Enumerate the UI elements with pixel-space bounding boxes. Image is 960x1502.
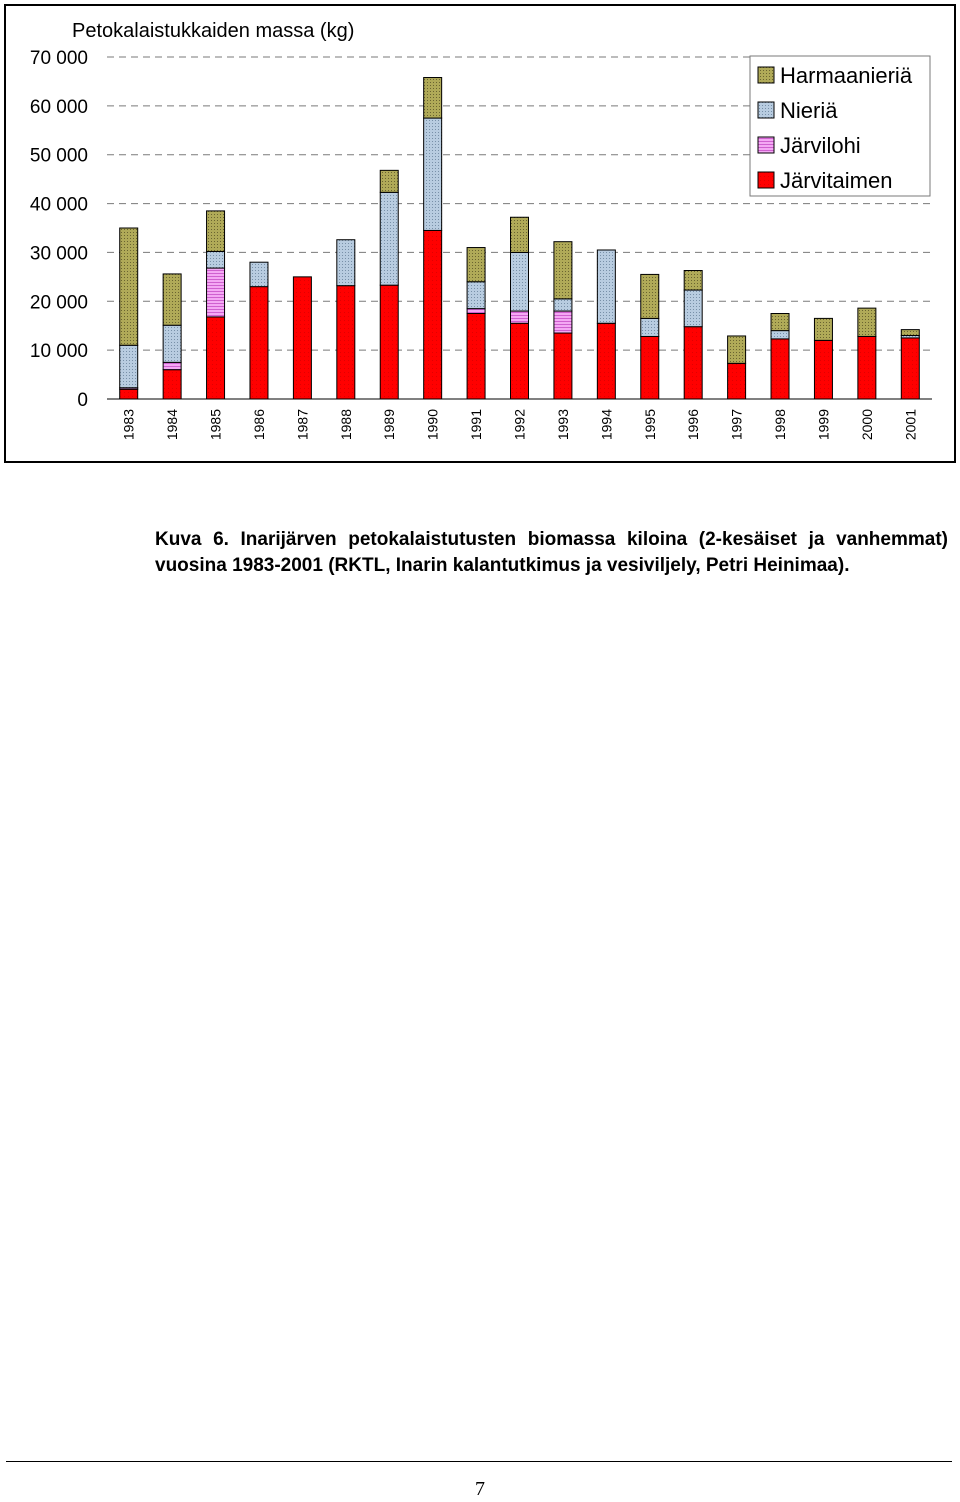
x-tick-label: 1983 (121, 409, 137, 440)
bar-segment (336, 239, 356, 287)
footer-divider (6, 1461, 952, 1462)
bar-segment (292, 276, 312, 400)
legend-label: Harmaanieriä (780, 63, 913, 88)
bar-segment (857, 307, 877, 337)
bar-segment (206, 210, 226, 252)
bar-segment (553, 298, 573, 312)
bar-segment (510, 322, 529, 400)
x-tick-label: 1987 (294, 409, 310, 440)
bar-segment (727, 335, 747, 364)
x-tick-label: 2001 (902, 409, 918, 440)
bar-segment (510, 216, 529, 253)
bar-segment (206, 250, 226, 269)
legend-swatch (757, 66, 775, 84)
bar-segment (466, 308, 486, 315)
bar-segment (813, 317, 833, 341)
bar-segment (119, 388, 139, 400)
bar-segment (249, 261, 269, 288)
bar-segment (683, 289, 703, 328)
bar-segment (770, 330, 790, 340)
y-tick-label: 20 000 (30, 292, 88, 313)
bar-segment (336, 285, 356, 400)
page-number: 7 (475, 1478, 485, 1500)
legend-swatch (757, 171, 775, 189)
y-tick-label: 0 (77, 390, 88, 411)
bar-segment (770, 338, 790, 400)
legend-box (749, 55, 931, 197)
bar-segment (249, 286, 269, 400)
bar-segment (727, 362, 747, 400)
bar-segment (206, 267, 226, 318)
x-tick-label: 1997 (729, 409, 745, 440)
bar-segment (162, 273, 182, 326)
bar-segment (640, 335, 660, 400)
bar-segment (466, 313, 486, 400)
x-tick-label: 1986 (251, 409, 267, 440)
bar-segment (379, 169, 399, 193)
bar-segment (510, 310, 529, 324)
bar-segment (162, 369, 182, 400)
bar-segment (553, 310, 573, 334)
x-tick-label: 1985 (208, 409, 224, 440)
bar-segment (553, 332, 573, 400)
legend-label: Järvitaimen (780, 168, 892, 193)
x-tick-label: 2000 (859, 409, 875, 440)
bar-segment (162, 324, 182, 363)
chart-frame (4, 4, 956, 463)
bar-segment (423, 229, 443, 400)
x-tick-label: 1989 (381, 409, 397, 440)
bar-segment (857, 335, 877, 400)
y-tick-label: 10 000 (30, 341, 88, 362)
y-tick-label: 50 000 (30, 146, 88, 167)
bar-segment (119, 344, 139, 389)
bar-segment (379, 284, 399, 400)
x-tick-label: 1988 (338, 409, 354, 440)
bar-segment (162, 361, 182, 371)
x-tick-label: 1993 (555, 409, 571, 440)
bar-segment (813, 339, 833, 400)
bar-segment (900, 337, 920, 400)
bar-segment (466, 247, 486, 283)
x-tick-label: 1990 (425, 409, 441, 440)
bar-segment (206, 316, 226, 400)
stacked-bar-chart: Petokalaistukkaiden massa (kg) 0 10 000 20… (30, 20, 932, 440)
bar-segment (640, 317, 660, 337)
bar-segment (423, 77, 443, 119)
bar-segment (640, 273, 660, 319)
legend-swatch (757, 136, 775, 154)
y-tick-label: 70 000 (30, 48, 88, 69)
bar-segment (596, 249, 616, 324)
bar-segment (553, 241, 573, 300)
legend-swatch (757, 101, 775, 119)
y-axis-title: Petokalaistukkaiden massa (kg) (72, 20, 354, 42)
legend-label: Nieriä (780, 98, 838, 123)
bar-segment (900, 329, 920, 336)
legend-label: Järvilohi (780, 133, 861, 158)
y-tick-label: 60 000 (30, 97, 88, 118)
bar-segment (770, 313, 790, 332)
figure-caption: Kuva 6. Inarijärven petokalaistutusten b… (155, 529, 948, 576)
x-tick-label: 1992 (512, 409, 528, 440)
x-tick-label: 1994 (598, 409, 614, 440)
bar-segment (379, 191, 399, 286)
y-tick-label: 30 000 (30, 243, 88, 264)
x-tick-label: 1999 (815, 409, 831, 440)
x-tick-label: 1984 (164, 409, 180, 440)
x-tick-label: 1991 (468, 409, 484, 440)
x-tick-label: 1995 (642, 409, 658, 440)
x-tick-label: 1996 (685, 409, 701, 440)
bar-segment (466, 281, 486, 310)
bar-segment (423, 117, 443, 231)
bar-segment (683, 326, 703, 400)
bar-segment (119, 227, 139, 346)
bar-segment (683, 270, 703, 291)
bar-segment (510, 251, 529, 312)
bar-segment (596, 322, 616, 400)
y-tick-label: 40 000 (30, 195, 88, 216)
x-tick-label: 1998 (772, 409, 788, 440)
